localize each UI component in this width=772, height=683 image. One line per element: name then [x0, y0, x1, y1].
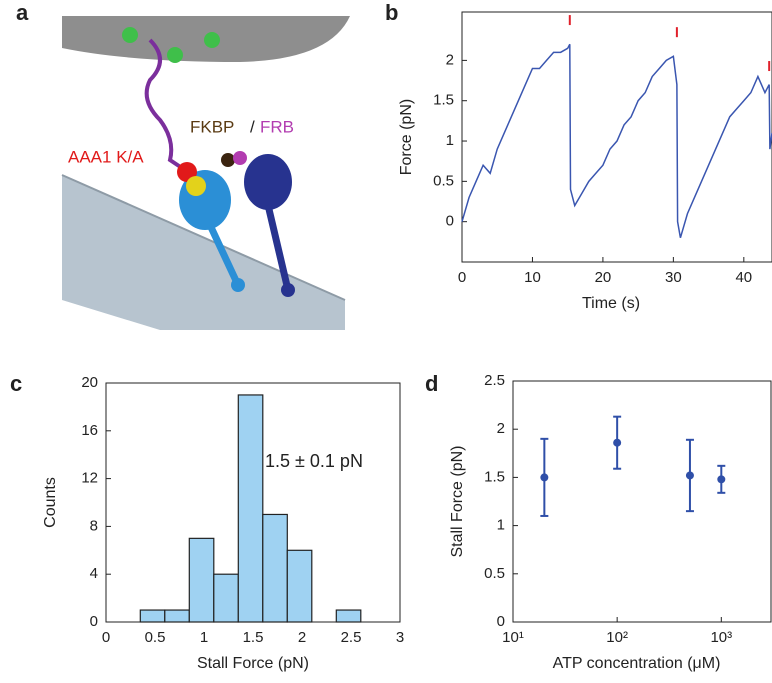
bead-protein [204, 32, 220, 48]
aaa1-site [186, 176, 206, 196]
panel-label: b [385, 0, 398, 25]
annotation: / [250, 117, 255, 136]
bar [139, 609, 166, 623]
annotation: FKBP [190, 117, 234, 136]
panel-label: a [16, 0, 29, 25]
bar [237, 394, 264, 623]
motor-head-2 [244, 154, 292, 210]
y-tick-label: 1.5 [484, 468, 505, 485]
y-axis-label: Stall Force (pN) [449, 445, 466, 557]
x-tick-label: 1.5 [243, 629, 264, 646]
bar [213, 573, 239, 623]
y-tick-label: 0 [446, 213, 454, 230]
bar [286, 549, 313, 623]
motor-foot-2 [281, 283, 295, 297]
x-tick-label: 0 [102, 629, 110, 646]
bar [164, 609, 190, 623]
force-trace [461, 43, 772, 239]
x-tick-label: 40 [735, 269, 752, 286]
y-tick-label: 2 [497, 420, 505, 437]
motor-stalk-2 [264, 204, 292, 291]
x-tick-label: 20 [595, 269, 612, 286]
y-tick-label: 0.5 [484, 565, 505, 582]
x-tick-label: 30 [665, 269, 682, 286]
x-tick-label: 2 [298, 629, 306, 646]
point [717, 475, 726, 484]
illustration [61, 16, 350, 330]
frb [233, 151, 247, 165]
y-tick-label: 20 [81, 374, 98, 391]
panel-label: c [10, 371, 22, 396]
y-tick-label: 4 [90, 565, 98, 582]
x-tick-label: 10³ [710, 629, 732, 646]
y-axis-label: Counts [42, 477, 59, 528]
y-tick-label: 1 [497, 517, 505, 534]
y-tick-label: 16 [81, 422, 98, 439]
fkbp [221, 153, 235, 167]
y-tick-label: 2.5 [484, 372, 505, 389]
bead-protein [122, 27, 138, 43]
x-axis-label: Stall Force (pN) [197, 655, 309, 672]
y-axis-label: Force (pN) [398, 99, 415, 175]
annotation: FRB [260, 117, 294, 136]
x-tick-label: 0 [458, 269, 466, 286]
x-tick-label: 1 [200, 629, 208, 646]
y-tick-label: 8 [90, 517, 98, 534]
y-tick-label: 2 [446, 51, 454, 68]
bar [335, 609, 362, 623]
motor-stalk [206, 223, 242, 287]
x-axis-label: ATP concentration (μM) [553, 655, 721, 672]
x-tick-label: 2.5 [341, 629, 362, 646]
y-tick-label: 1.5 [433, 92, 454, 109]
microtubule-edge [61, 174, 346, 301]
point [540, 473, 549, 482]
y-tick-label: 0 [90, 613, 98, 630]
x-axis-label: Time (s) [582, 295, 640, 312]
y-tick-label: 0.5 [433, 172, 454, 189]
dna [144, 38, 187, 172]
x-tick-label: 10² [606, 629, 628, 646]
x-tick-label: 10¹ [502, 629, 524, 646]
axes-box [512, 380, 772, 623]
bar [262, 513, 288, 623]
y-tick-label: 1 [446, 132, 454, 149]
point [613, 438, 622, 447]
x-tick-label: 10 [524, 269, 541, 286]
bar [188, 537, 215, 623]
motor-foot [231, 278, 245, 292]
bead-protein [167, 47, 183, 63]
annotation: AAA1 K/A [68, 147, 144, 166]
y-tick-label: 12 [81, 470, 98, 487]
microtubule [62, 175, 345, 330]
axes-box [461, 11, 772, 263]
y-tick-label: 0 [497, 613, 505, 630]
panel-label: d [425, 371, 438, 396]
annotation: 1.5 ± 0.1 pN [265, 451, 363, 471]
x-tick-label: 0.5 [145, 629, 166, 646]
x-tick-label: 3 [396, 629, 404, 646]
point [685, 471, 694, 480]
